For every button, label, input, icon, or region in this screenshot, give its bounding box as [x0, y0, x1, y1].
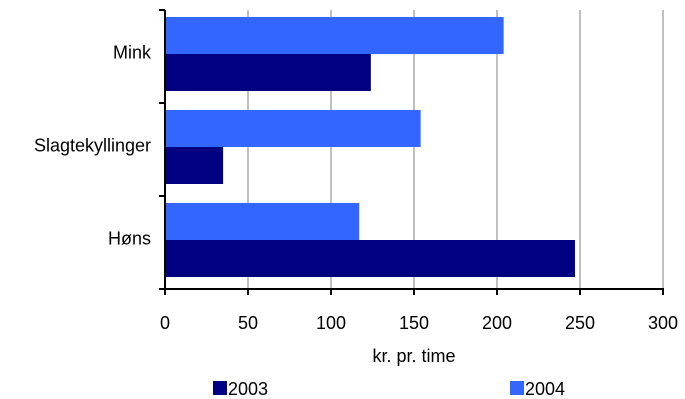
legend-swatch-2003 [213, 381, 227, 395]
x-tick-label: 150 [399, 313, 429, 333]
category-labels: Mink Slagtekyllinger Høns [34, 43, 152, 249]
bar-2003-høns [165, 240, 576, 277]
x-tick-label: 250 [565, 313, 595, 333]
legend-label-2004: 2004 [525, 379, 565, 399]
bar-2004-høns [165, 203, 360, 240]
x-tick-label: 0 [160, 313, 170, 333]
bar-2003-slagtekyllinger [165, 147, 224, 184]
bars [165, 17, 576, 277]
category-label: Slagtekyllinger [34, 136, 151, 156]
x-tick-label: 300 [648, 313, 678, 333]
x-tick-labels: 0 50 100 150 200 250 300 [160, 313, 678, 333]
x-axis-title: kr. pr. time [372, 346, 455, 366]
legend: 2003 2004 [213, 379, 565, 399]
x-tick-label: 100 [316, 313, 346, 333]
legend-label-2003: 2003 [228, 379, 268, 399]
x-tick-label: 200 [482, 313, 512, 333]
bar-2004-slagtekyllinger [165, 110, 421, 147]
axes [159, 9, 664, 295]
bar-2003-mink [165, 54, 371, 91]
category-label: Mink [113, 43, 152, 63]
legend-swatch-2004 [510, 381, 524, 395]
x-tick-label: 50 [238, 313, 258, 333]
category-label: Høns [108, 229, 151, 249]
bar-2004-mink [165, 17, 504, 54]
